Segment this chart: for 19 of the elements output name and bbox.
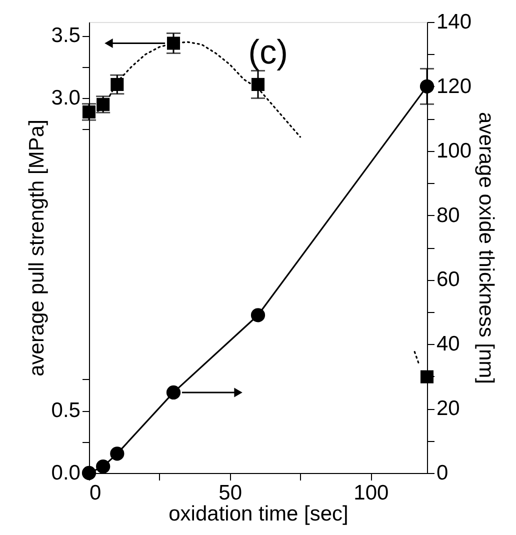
y2-tick-label: 20 [436, 397, 460, 420]
annotation: (c) [248, 34, 288, 72]
x-tick-label: 50 [218, 482, 242, 504]
y2-tick-label: 60 [436, 268, 460, 292]
x-axis-title: oxidation time [sec] [168, 502, 348, 526]
x-tick-label: 100 [354, 482, 389, 504]
y-tick-label: 0.5 [51, 399, 80, 422]
y-tick-label: 3.0 [51, 86, 80, 110]
y-axis-title: average pull strength [MPa] [25, 120, 48, 376]
y2-tick-label: 40 [436, 332, 460, 356]
y2-tick-label: 80 [436, 204, 460, 227]
y2-tick-label: 140 [436, 10, 472, 34]
y2-tick-label: 0 [436, 462, 448, 484]
y-tick-label: 3.5 [51, 24, 80, 48]
y2-tick-label: 100 [436, 139, 472, 162]
x-tick-label: 0 [90, 482, 102, 504]
y2-tick-label: 120 [436, 74, 472, 98]
y2-axis-title: average oxide thickness [nm] [474, 112, 498, 384]
y-tick-label: 0.0 [51, 462, 80, 484]
